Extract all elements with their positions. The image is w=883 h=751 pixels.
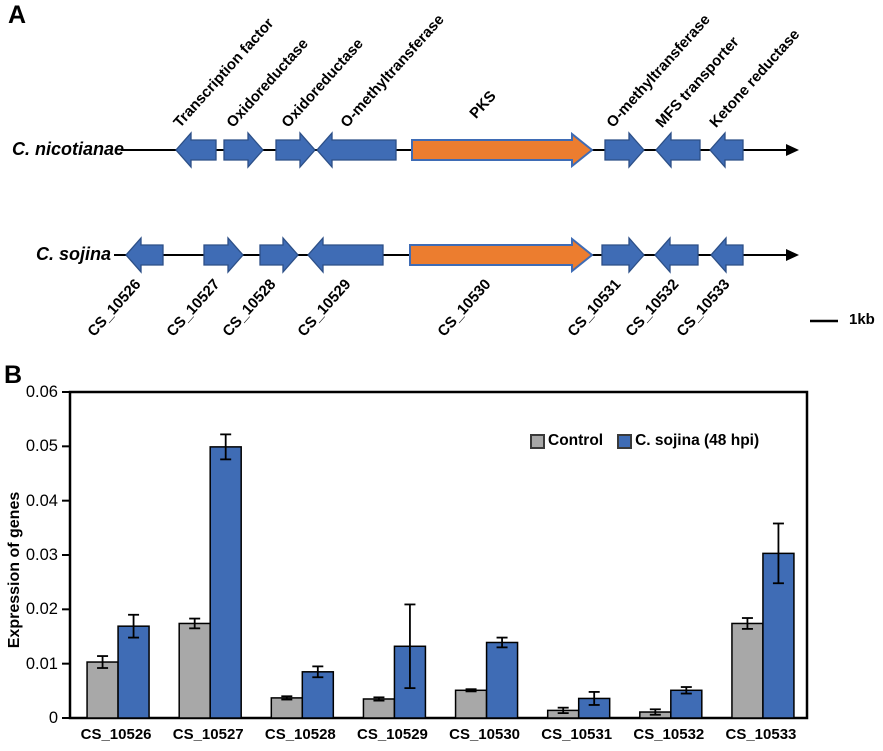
- y-tick-label: 0.04: [25, 491, 58, 510]
- y-tick-label: 0.02: [25, 600, 58, 619]
- species-label: C. sojina: [36, 244, 112, 264]
- panel-a-gene-cluster: A C. nicotianae Transcription factor Oxido…: [0, 0, 883, 360]
- species-label: C. nicotianae: [12, 139, 125, 159]
- legend-item-csojina: C. sojina (48 hpi): [617, 432, 759, 450]
- bar-blue: [485, 641, 519, 719]
- x-category-label: CS_10532: [633, 726, 705, 743]
- x-category-label: CS_10529: [356, 726, 428, 743]
- gene-arrow-icon: [175, 131, 217, 169]
- y-tick-label: 0: [48, 709, 58, 727]
- gene-arrow-icon: [604, 131, 645, 169]
- gene-arrow-icon: [275, 131, 316, 169]
- gene-arrow-icon: [710, 236, 744, 274]
- bar-blue: [670, 689, 703, 719]
- bar-blue: [117, 625, 150, 719]
- x-category-label: CS_10527: [172, 726, 244, 743]
- legend-label-control: Control: [548, 432, 604, 449]
- bar-chart-canvas: [62, 390, 809, 720]
- x-category-label: CS_10528: [264, 726, 336, 743]
- y-tick-label: 0.05: [25, 437, 58, 456]
- gene-arrow-icon: [411, 131, 594, 169]
- gene-arrow-icon: [259, 236, 299, 274]
- panel-a-label: A: [8, 1, 27, 29]
- bar-gray: [454, 689, 488, 719]
- gene-arrow-icon: [654, 236, 699, 274]
- track-arrowhead-icon: [786, 249, 799, 261]
- panel-b-expression-chart: B 0 0.01 0.02 0.03 0.04 0.05 0.06 CS_10526 CS_10…: [0, 360, 883, 751]
- y-tick-label: 0.01: [25, 654, 58, 673]
- gene-map-canvas: [114, 131, 838, 323]
- gene-arrow-icon: [709, 131, 744, 169]
- x-category-label: CS_10531: [541, 726, 613, 743]
- bar-blue: [301, 671, 335, 719]
- bar-gray: [362, 698, 396, 719]
- chart-legend: Control C. sojina (48 hpi): [530, 432, 759, 450]
- gene-arrow-icon: [223, 131, 264, 169]
- x-category-label: CS_10526: [80, 726, 152, 743]
- gene-arrow-icon: [316, 131, 397, 169]
- legend-swatch-csojina: [617, 433, 633, 449]
- bar-gray: [731, 622, 764, 719]
- y-tick-label: 0.03: [25, 546, 58, 564]
- gene-arrow-icon: [307, 236, 384, 274]
- y-axis-title: Expression of genes: [6, 491, 23, 649]
- legend-label-csojina: C. sojina (48 hpi): [635, 432, 760, 449]
- bar-gray: [178, 622, 211, 719]
- x-category-label: CS_10530: [449, 726, 521, 743]
- y-tick-label: 0.06: [25, 383, 58, 401]
- panel-b-label: B: [4, 361, 23, 389]
- legend-swatch-control: [530, 433, 545, 449]
- track-arrowhead-icon: [786, 144, 799, 156]
- scale-bar-label: 1kb: [849, 311, 875, 328]
- x-category-label: CS_10533: [725, 726, 797, 743]
- bar-gray: [270, 697, 304, 719]
- gene-arrow-icon: [601, 236, 645, 274]
- gene-arrow-icon: [655, 131, 701, 169]
- bar-gray: [86, 661, 119, 719]
- gene-arrow-icon: [203, 236, 244, 274]
- bar-blue: [209, 446, 242, 719]
- gene-arrow-icon: [125, 236, 164, 274]
- gene-arrow-icon: [409, 236, 594, 274]
- legend-item-control: Control: [530, 432, 603, 450]
